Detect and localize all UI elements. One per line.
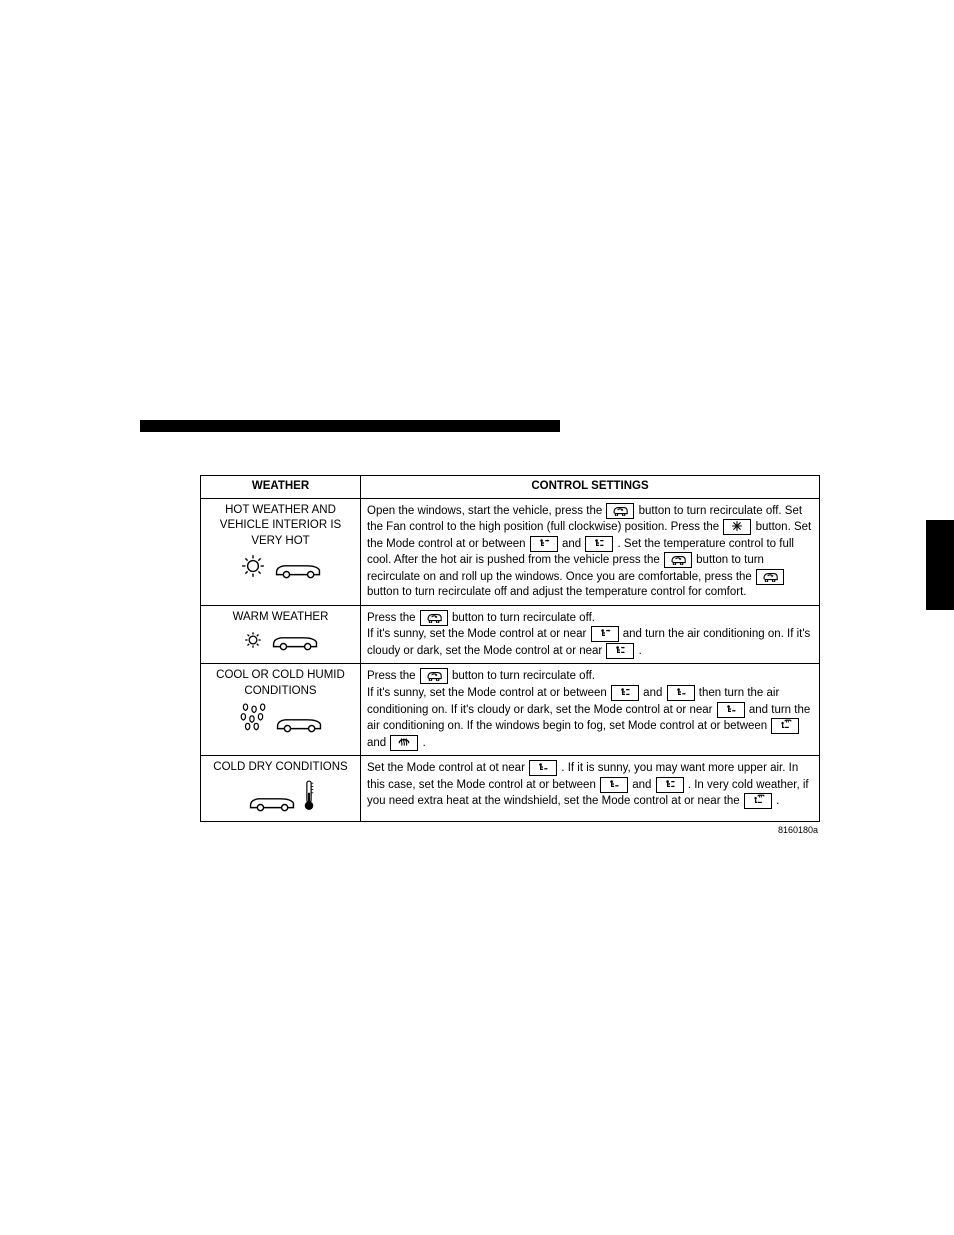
settings-cell: Set the Mode control at ot near . If it … <box>361 756 820 822</box>
weather-cell: HOT WEATHER AND VEHICLE INTERIOR IS VERY… <box>201 498 361 605</box>
panel-icon <box>591 626 619 642</box>
col-header-settings: CONTROL SETTINGS <box>361 476 820 499</box>
table-row: COLD DRY CONDITIONS Set the Mode control … <box>201 756 820 822</box>
weather-icons <box>207 629 354 657</box>
mix-icon <box>771 718 799 734</box>
car-icon <box>270 629 320 657</box>
recirc-icon <box>420 668 448 684</box>
mix-icon <box>744 793 772 809</box>
floor-icon <box>600 777 628 793</box>
recirc-icon <box>420 610 448 626</box>
car-icon <box>247 790 297 818</box>
snowflake-icon <box>723 519 751 535</box>
floor-icon <box>667 685 695 701</box>
settings-cell: Open the windows, start the vehicle, pre… <box>361 498 820 605</box>
bilevel-icon <box>656 777 684 793</box>
climate-control-table-wrapper: WEATHER CONTROL SETTINGS HOT WEATHER AND… <box>200 475 820 835</box>
table-row: COOL OR COLD HUMID CONDITIONSPress the b… <box>201 664 820 756</box>
weather-label: COOL OR COLD HUMID CONDITIONS <box>207 668 354 699</box>
section-divider-bar <box>140 420 560 432</box>
bilevel-icon <box>611 685 639 701</box>
settings-cell: Press the button to turn recirculate off… <box>361 605 820 664</box>
thermometer-icon <box>303 780 315 818</box>
settings-cell: Press the button to turn recirculate off… <box>361 664 820 756</box>
figure-reference-number: 8160180a <box>200 825 820 835</box>
col-header-weather: WEATHER <box>201 476 361 499</box>
rain-icon <box>238 703 268 739</box>
sun-small-icon <box>242 629 264 657</box>
car-icon <box>274 711 324 739</box>
climate-control-table: WEATHER CONTROL SETTINGS HOT WEATHER AND… <box>200 475 820 822</box>
weather-cell: WARM WEATHER <box>201 605 361 664</box>
weather-cell: COLD DRY CONDITIONS <box>201 756 361 822</box>
weather-label: HOT WEATHER AND VEHICLE INTERIOR IS VERY… <box>207 503 354 550</box>
car-icon <box>273 557 323 585</box>
floor-icon <box>529 760 557 776</box>
recirc-icon <box>664 552 692 568</box>
bilevel-icon <box>606 643 634 659</box>
recirc-icon <box>606 503 634 519</box>
weather-cell: COOL OR COLD HUMID CONDITIONS <box>201 664 361 756</box>
page-edge-tab <box>926 520 954 610</box>
sun-icon <box>239 553 267 585</box>
defrost-icon <box>390 735 418 751</box>
weather-icons <box>207 780 354 818</box>
weather-label: WARM WEATHER <box>207 610 354 626</box>
table-row: WARM WEATHER Press the button to turn rec… <box>201 605 820 664</box>
bilevel-icon <box>585 536 613 552</box>
weather-icons <box>207 703 354 739</box>
table-row: HOT WEATHER AND VEHICLE INTERIOR IS VERY… <box>201 498 820 605</box>
floor-icon <box>717 702 745 718</box>
recirc-icon <box>756 569 784 585</box>
weather-label: COLD DRY CONDITIONS <box>207 760 354 776</box>
weather-icons <box>207 553 354 585</box>
panel-icon <box>530 536 558 552</box>
